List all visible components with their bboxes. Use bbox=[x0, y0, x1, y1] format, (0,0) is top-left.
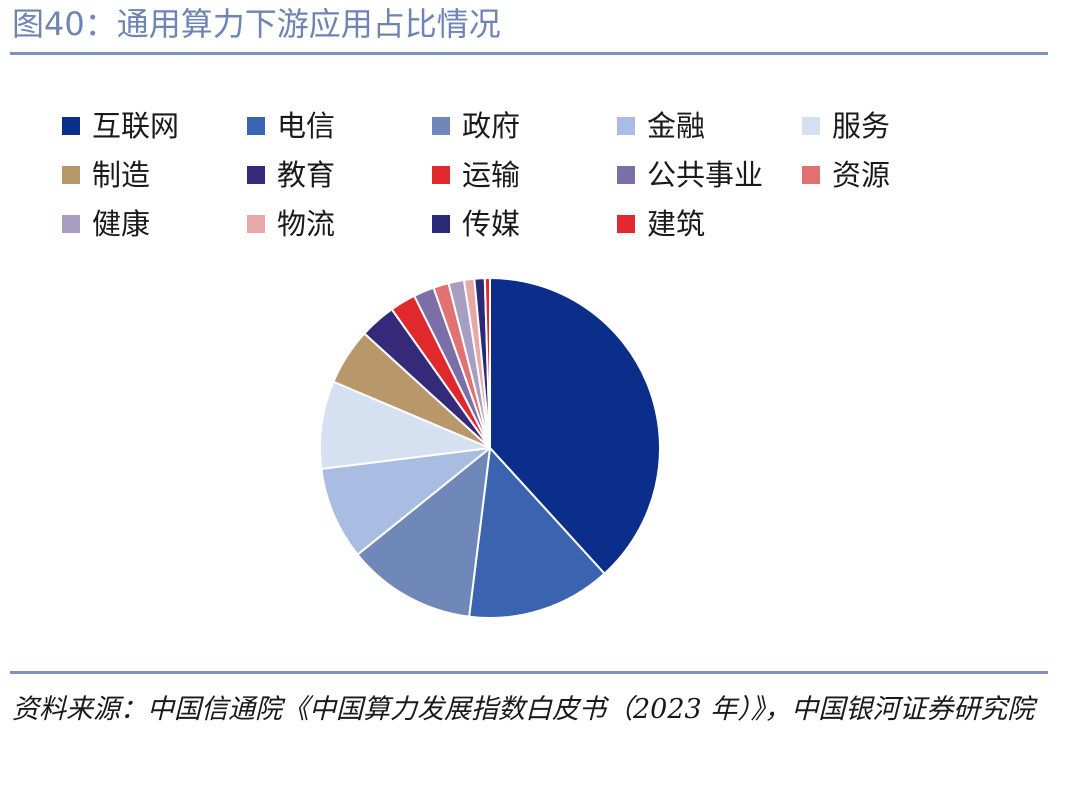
legend-item: 资源 bbox=[802, 153, 890, 197]
legend-swatch bbox=[617, 117, 635, 135]
legend-label: 物流 bbox=[277, 207, 336, 241]
legend-swatch bbox=[247, 117, 265, 135]
legend-swatch bbox=[247, 166, 265, 184]
legend-label: 建筑 bbox=[647, 207, 706, 241]
legend-item: 传媒 bbox=[432, 202, 520, 246]
figure-title: 图40：通用算力下游应用占比情况 bbox=[12, 5, 501, 43]
legend-item: 互联网 bbox=[62, 104, 179, 148]
legend-label: 资源 bbox=[832, 158, 891, 192]
source-note: 资料来源：中国信通院《中国算力发展指数白皮书（2023 年）》，中国银河证券研究… bbox=[12, 694, 1035, 725]
legend-swatch bbox=[432, 166, 450, 184]
legend-item: 金融 bbox=[617, 104, 705, 148]
legend-swatch bbox=[617, 166, 635, 184]
legend-item: 电信 bbox=[247, 104, 335, 148]
legend-item: 服务 bbox=[802, 104, 890, 148]
pie-slice-1 bbox=[489, 277, 661, 575]
legend-label: 教育 bbox=[277, 158, 336, 192]
legend-swatch bbox=[432, 117, 450, 135]
legend-label: 健康 bbox=[92, 207, 151, 241]
legend-item: 教育 bbox=[247, 153, 335, 197]
legend-label: 运输 bbox=[462, 158, 521, 192]
legend-item: 政府 bbox=[432, 104, 520, 148]
legend-label: 电信 bbox=[277, 109, 336, 143]
legend-item: 建筑 bbox=[617, 202, 705, 246]
legend-label: 公共事业 bbox=[647, 158, 764, 192]
legend-label: 互联网 bbox=[92, 109, 180, 143]
pie-slice-2 bbox=[468, 447, 606, 619]
legend-item: 公共事业 bbox=[617, 153, 763, 197]
legend-swatch bbox=[802, 166, 820, 184]
legend-item: 运输 bbox=[432, 153, 520, 197]
pie-slice-3 bbox=[356, 447, 491, 618]
legend-item: 物流 bbox=[247, 202, 335, 246]
bottom-divider bbox=[10, 671, 1048, 674]
legend-label: 传媒 bbox=[462, 207, 521, 241]
legend-item: 健康 bbox=[62, 202, 150, 246]
top-divider bbox=[10, 52, 1048, 55]
pie-slice-4 bbox=[320, 447, 491, 556]
legend-swatch bbox=[617, 215, 635, 233]
legend-label: 金融 bbox=[647, 109, 706, 143]
legend-swatch bbox=[62, 166, 80, 184]
legend-swatch bbox=[62, 117, 80, 135]
legend-swatch bbox=[802, 117, 820, 135]
pie-slice-5 bbox=[319, 380, 491, 470]
legend-item: 制造 bbox=[62, 153, 150, 197]
pie-slice-14 bbox=[483, 277, 491, 449]
legend-label: 制造 bbox=[92, 158, 151, 192]
legend-swatch bbox=[62, 215, 80, 233]
legend-label: 政府 bbox=[462, 109, 521, 143]
legend-swatch bbox=[432, 215, 450, 233]
legend-label: 服务 bbox=[832, 109, 891, 143]
legend-swatch bbox=[247, 215, 265, 233]
